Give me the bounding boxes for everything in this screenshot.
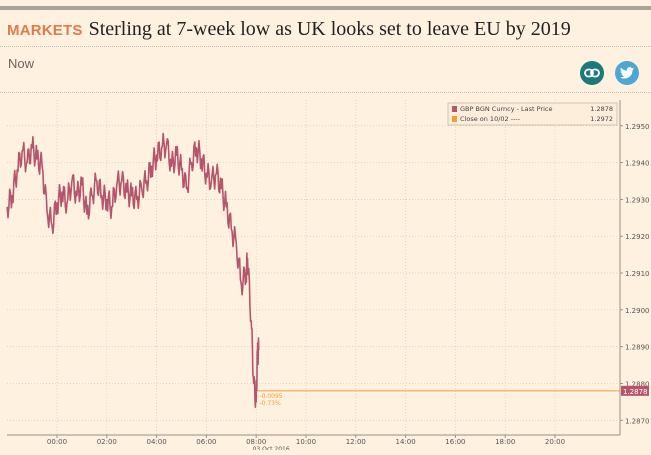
x-tick-label: 20:00 [545,438,565,446]
legend-swatch [452,106,457,112]
y-tick-label: 1.2930 [625,196,650,204]
meta-divider [0,92,651,93]
price-chart-svg: 1.2950 1.2940 1.2930 1.2920 1.2910 1.2900 1.28… [6,100,650,453]
timestamp: Now [8,56,35,71]
top-rule [0,6,651,10]
x-tick-label: 00:00 [47,438,67,446]
twitter-share-button[interactable] [615,61,639,85]
article-headline[interactable]: Sterling at 7-week low as UK looks set t… [88,18,571,40]
link-icon [584,68,600,78]
y-tick-label: 1.2910 [625,270,650,278]
x-tick-label: 02:00 [97,438,117,446]
y-tick-label: 1.2920 [625,233,650,241]
y-tick-label: 1.2880 [625,380,650,388]
legend-label: Close on 10/02 ---- [460,115,521,123]
x-tick-label: 06:00 [196,438,216,446]
x-date-label: 03 Oct 2016 [253,446,290,450]
change-annotation: -0.73% [259,400,281,407]
change-annotation: -0.0095 [259,393,282,400]
last-price-tag-label: 1.2878 [623,388,648,396]
header-divider [0,46,651,47]
x-tick-label: 12:00 [346,438,366,446]
y-tick-label: 1.2870 [625,417,650,425]
legend-label: GBP BGN Curncy - Last Price [460,105,553,113]
x-tick-label: 08:00 [246,438,266,446]
x-tick-label: 16:00 [445,438,465,446]
x-tick-label: 18:00 [495,438,515,446]
y-tick-label: 1.2950 [625,123,650,131]
x-tick-label: 04:00 [147,438,167,446]
series-line [6,132,260,409]
last-price-tag [621,385,649,396]
legend-box [447,102,618,126]
link-share-button[interactable] [580,61,604,85]
legend-value: 1.2972 [590,115,613,123]
x-tick-label: 10:00 [296,438,316,446]
legend-value: 1.2878 [590,105,613,113]
article-header: MARKETS Sterling at 7-week low as UK look… [7,18,571,41]
x-tick-label: 14:00 [396,438,416,446]
y-tick-label: 1.2890 [625,344,650,352]
y-tick-label: 1.2940 [625,160,650,168]
y-tick-label: 1.2900 [625,307,650,315]
twitter-icon [620,67,634,79]
section-kicker[interactable]: MARKETS [7,22,83,39]
legend-swatch [452,116,457,122]
price-chart: 1.2950 1.2940 1.2930 1.2920 1.2910 1.2900 1.28… [0,95,651,453]
